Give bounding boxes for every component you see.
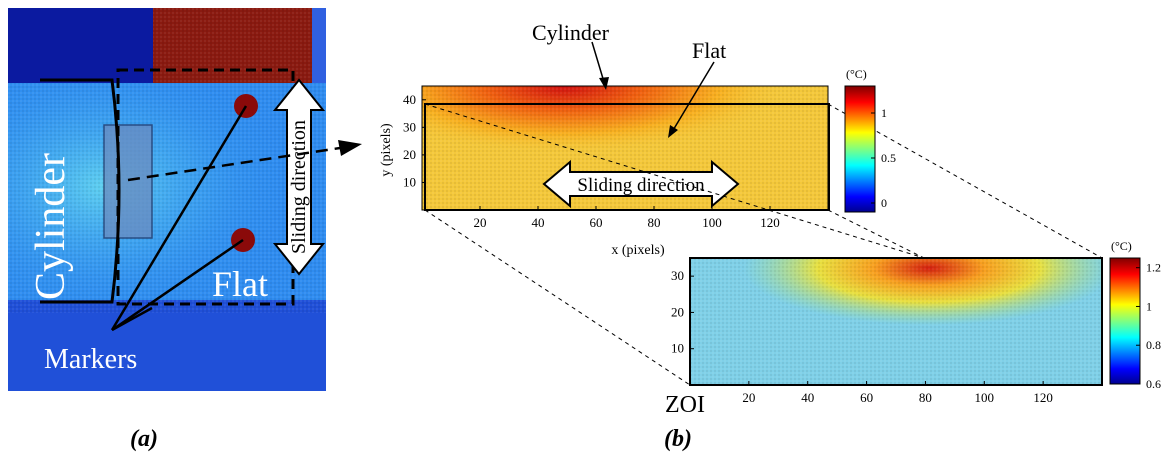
y-tick-label: 30: [671, 268, 684, 283]
x-tick-label: 20: [742, 390, 755, 405]
top-colorbar: [844, 85, 876, 213]
top-heatmap-ticks: 20 40 60 80 100 120 10 20 30 40 0 0.5 1: [403, 92, 896, 230]
y-tick-label: 30: [403, 119, 416, 134]
y-tick-label: 10: [403, 174, 416, 189]
x-tick-label: 20: [474, 215, 487, 230]
x-tick-label: 40: [801, 390, 814, 405]
y-tick-label: 10: [671, 341, 684, 356]
x-tick-label: 100: [702, 215, 722, 230]
caption-b: (b): [664, 426, 692, 452]
y-tick-label: 20: [403, 147, 416, 162]
caption-a: (a): [130, 426, 158, 452]
zoi-heatmap-ticks: 20 40 60 80 100 120 10 20 30 0.6 0.8 1 1.2: [671, 261, 1161, 405]
zoi-heatmap: [689, 257, 1103, 386]
panel-a-labels: Cylinder Flat Markers Sliding direction …: [28, 120, 310, 452]
y-tick-label: 40: [403, 92, 416, 107]
callouts-b: [591, 41, 715, 138]
x-tick-label: 100: [975, 390, 995, 405]
colorbar-tick-label: 0: [881, 196, 887, 210]
label-sliding-direction-b: Sliding direction: [577, 175, 705, 196]
x-tick-label: 60: [590, 215, 603, 230]
x-tick-label: 80: [919, 390, 932, 405]
label-zoi: ZOI: [665, 392, 705, 418]
colorbar-tick-label: 1: [881, 106, 887, 120]
x-tick-label: 120: [1033, 390, 1053, 405]
top-y-axis-label: y (pixels): [379, 123, 394, 177]
label-flat-a: Flat: [212, 264, 268, 304]
panel-b-labels: Cylinder Flat Sliding direction x (pixel…: [379, 20, 1132, 452]
colorbar-tick-label: 1: [1146, 299, 1152, 313]
colorbar-tick-label: 1.2: [1146, 261, 1161, 275]
x-tick-label: 40: [532, 215, 545, 230]
colorbar-tick-label: 0.5: [881, 151, 896, 165]
colorbar-tick-label: 0.8: [1146, 338, 1161, 352]
link-arrow: [127, 140, 362, 182]
callout-flat: Flat: [692, 38, 726, 63]
callout-cylinder: Cylinder: [532, 20, 610, 45]
label-sliding-direction-a: Sliding direction: [288, 120, 310, 254]
label-cylinder-a: Cylinder: [28, 153, 74, 300]
x-tick-label: 120: [760, 215, 780, 230]
x-tick-label: 80: [648, 215, 661, 230]
zoom-lines: [424, 103, 1103, 386]
x-tick-label: 60: [860, 390, 873, 405]
panel-a-image: [8, 8, 326, 391]
top-x-axis-label: x (pixels): [611, 243, 665, 258]
label-markers-a: Markers: [44, 344, 137, 375]
zoi-colorbar-unit: (°C): [1111, 239, 1132, 253]
y-tick-label: 20: [671, 304, 684, 319]
zoi-colorbar: [1109, 257, 1141, 385]
sliding-arrow-b: [542, 159, 740, 209]
top-colorbar-unit: (°C): [846, 67, 867, 81]
colorbar-tick-label: 0.6: [1146, 377, 1161, 391]
